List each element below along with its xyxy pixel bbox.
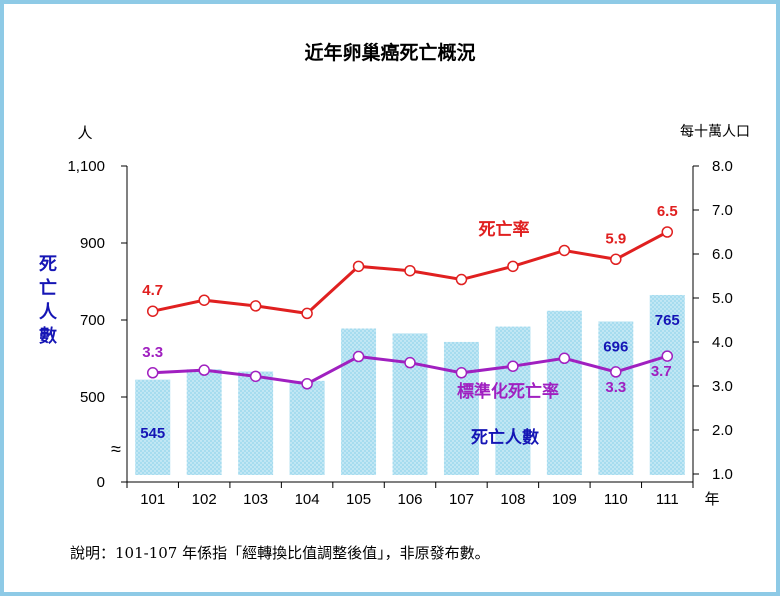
x-tick-label: 104: [295, 491, 320, 508]
series-point: [661, 350, 674, 362]
bar-101: [135, 379, 171, 475]
bar-103: [238, 371, 274, 475]
x-tick-label: 109: [552, 491, 577, 508]
right-tick-label: 3.0: [712, 378, 733, 395]
left-axis-label-char: 亡: [39, 277, 57, 298]
series-point: [558, 244, 571, 257]
bar-110: [598, 321, 634, 475]
chart-note: 說明：101-107 年係指「經轉換比值調整後值」，非原發布數。: [70, 544, 490, 562]
data-label: 6.5: [657, 203, 678, 220]
bar-102: [186, 369, 222, 475]
left-tick-label: 700: [80, 312, 105, 329]
series-point: [198, 294, 210, 306]
series-point: [610, 253, 622, 266]
bar-104: [289, 380, 325, 475]
bar-105: [341, 328, 377, 475]
series-point: [507, 360, 519, 372]
data-label: 4.7: [142, 282, 163, 299]
series-point: [558, 352, 571, 365]
x-tick-label: 108: [500, 491, 525, 508]
series-point: [198, 364, 210, 376]
data-label: 3.3: [142, 344, 163, 361]
bar-111: [649, 294, 685, 475]
left-tick-label: 1,100: [67, 158, 105, 175]
x-axis-unit: 年: [704, 491, 719, 508]
right-axis-unit: 每十萬人口: [680, 123, 750, 139]
series-point: [610, 366, 622, 378]
x-tick-label: 101: [140, 491, 165, 508]
x-tick-label: 107: [449, 491, 474, 508]
right-tick-label: 5.0: [712, 290, 733, 307]
x-tick-label: 102: [192, 491, 217, 508]
series-point: [404, 264, 416, 277]
right-tick-label: 8.0: [712, 158, 733, 175]
bar-label: 696: [603, 339, 628, 356]
right-tick-label: 2.0: [712, 422, 733, 439]
x-tick-label: 103: [243, 491, 268, 508]
bar-label: 765: [655, 312, 680, 329]
series-point: [146, 367, 159, 379]
left-axis-label-char: 人: [39, 302, 58, 322]
left-axis-unit: 人: [77, 125, 92, 142]
series-label-death-rate: 死亡率: [479, 219, 530, 239]
data-label: 3.3: [605, 379, 626, 396]
series-point: [301, 307, 313, 320]
left-axis-label-char: 數: [39, 326, 57, 346]
bar-label: 545: [140, 425, 165, 442]
series-point: [404, 356, 416, 369]
series-point: [455, 273, 468, 286]
chart-title: 近年卵巢癌死亡概況: [304, 42, 476, 64]
right-tick-label: 7.0: [712, 202, 733, 219]
series-label-standardized-rate: 標準化死亡率: [457, 381, 559, 401]
series-point: [352, 260, 365, 273]
series-point: [146, 305, 159, 317]
bar-108: [495, 326, 531, 475]
series-point: [249, 370, 262, 383]
bar-109: [546, 310, 582, 475]
series-point: [249, 300, 262, 312]
series-label-deaths: 死亡人數: [471, 427, 539, 447]
data-label: 3.7: [651, 363, 672, 380]
right-tick-label: 4.0: [712, 334, 733, 351]
series-point: [301, 378, 313, 390]
x-tick-label: 110: [604, 491, 628, 508]
series-point: [661, 226, 674, 238]
x-tick-label: 111: [656, 491, 679, 508]
bar-107: [443, 341, 479, 475]
data-label: 5.9: [605, 230, 626, 247]
right-tick-label: 1.0: [712, 466, 733, 483]
left-tick-label: 900: [80, 235, 105, 252]
left-tick-label: 500: [80, 389, 105, 406]
series-point: [352, 350, 365, 363]
axis-break-symbol: ≈: [111, 439, 121, 459]
x-tick-label: 106: [397, 491, 422, 508]
right-tick-label: 6.0: [712, 246, 733, 263]
x-tick-label: 105: [346, 491, 371, 508]
bar-106: [392, 333, 428, 475]
series-point: [507, 260, 519, 273]
series-point: [455, 367, 468, 379]
left-tick-label: 0: [97, 474, 105, 491]
left-axis-label-char: 死: [39, 254, 57, 274]
